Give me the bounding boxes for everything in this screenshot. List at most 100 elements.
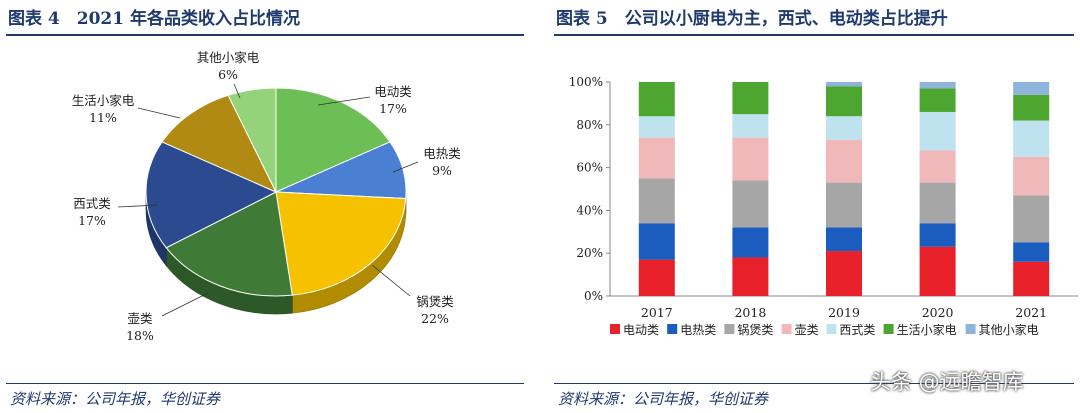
pie-label-name-7: 其他小家电: [197, 50, 260, 65]
bar-segment-2021-7: [1013, 82, 1050, 95]
bar-segment-2017-4: [638, 137, 675, 179]
pie-slice-6: [161, 94, 278, 194]
pie-slices: [145, 87, 407, 297]
left-figure-title: 图表 4 2021 年各品类收入占比情况: [8, 9, 300, 29]
bar-segment-2017-2: [638, 223, 675, 260]
legend-label-3: 锅煲类: [737, 322, 773, 337]
bar-segment-2017-3: [638, 178, 675, 224]
x-tick-label: 2017: [641, 305, 673, 320]
bar-segment-2021-4: [1013, 156, 1050, 196]
bar-segment-2019-1: [826, 251, 862, 296]
left-figure-panel: 图表 4 2021 年各品类收入占比情况 电动类 17% 电热类 9% 锅煲类 22% 壶类…: [0, 0, 530, 413]
chart-legend: 电动类 电热类 锅煲类 壶类 西式类 生活小家电 其他小家电: [610, 322, 1039, 337]
bar-segment-2021-3: [1013, 195, 1050, 243]
pie-leader-line-4: [161, 292, 209, 317]
bar-segment-2021-1: [1013, 261, 1050, 296]
pie-leader-line-6: [137, 107, 181, 119]
bar-segment-2017-5: [638, 116, 675, 138]
pie-labels: 电动类 17% 电热类 9% 锅煲类 22% 壶类 18% 西式类 17% 生活小家电 11% 其他小家…: [72, 50, 462, 343]
legend-label-5: 西式类: [839, 323, 875, 337]
pie-leader-line-2: [392, 161, 419, 173]
x-tick-label: 2021: [1015, 305, 1047, 320]
legend-swatch-5: [826, 324, 837, 334]
bar-segment-2020-4: [919, 150, 956, 183]
bar-segment-2020-6: [919, 88, 956, 112]
y-tick-label: 80%: [576, 118, 603, 132]
legend-label-2: 电热类: [680, 323, 716, 337]
right-figure-panel: 图表 5 公司以小厨电为主，西式、电动类占比提升 0% 20% 40% 60% 80% 1…: [548, 0, 1080, 413]
y-tick-label: 0%: [584, 289, 603, 303]
right-figure-title: 图表 5 公司以小厨电为主，西式、电动类占比提升: [556, 9, 948, 29]
pie-label-value-6: 11%: [89, 110, 117, 125]
pie-label-name-2: 电热类: [423, 146, 461, 161]
pie-label-value-2: 9%: [432, 163, 452, 178]
legend-label-1: 电动类: [623, 323, 659, 337]
watermark-text: 头条 @远瞻智库: [870, 370, 1024, 394]
bar-segment-2020-5: [919, 111, 956, 151]
bar-segment-2019-4: [826, 139, 862, 183]
bar-segment-2018-4: [732, 137, 769, 181]
pie-label-name-4: 壶类: [127, 311, 153, 326]
pie-label-value-4: 18%: [126, 328, 154, 343]
bar-segment-2021-6: [1013, 94, 1050, 121]
right-title-rule: [554, 34, 1074, 36]
stacked-bar-chart: 0% 20% 40% 60% 80% 100% 2017 2018 2019 2020 2021 电动…: [569, 75, 1078, 337]
pie-chart: 电动类 17% 电热类 9% 锅煲类 22% 壶类 18% 西式类 17% 生活小家电 11% 其他小家…: [72, 50, 462, 343]
legend-swatch-6: [883, 324, 894, 334]
pie-slice-1: [275, 87, 391, 193]
pie-slice-5: [145, 141, 278, 249]
bar-segment-2021-5: [1013, 120, 1050, 157]
pie-label-name-3: 锅煲类: [416, 294, 454, 309]
right-source-note: 资料来源：公司年报，华创证券: [558, 390, 769, 408]
y-tick-label: 20%: [576, 246, 603, 260]
legend-swatch-7: [965, 324, 976, 334]
legend-label-7: 其他小家电: [979, 322, 1039, 337]
y-axis-ticks: 0% 20% 40% 60% 80% 100%: [569, 75, 610, 303]
bar-segment-2019-5: [826, 116, 862, 140]
bar-segment-2020-1: [919, 246, 956, 296]
y-tick-label: 60%: [576, 161, 603, 175]
bar-segment-2018-2: [732, 227, 769, 258]
left-footer-rule: [6, 383, 524, 384]
pie-slice-4: [165, 191, 293, 297]
pie-label-value-3: 22%: [421, 311, 449, 326]
legend-swatch-4: [781, 324, 792, 334]
legend-swatch-3: [724, 324, 735, 334]
legend-swatch-1: [610, 324, 620, 334]
x-tick-label: 2019: [828, 305, 860, 320]
bar-segment-2019-6: [826, 86, 862, 117]
pie-label-value-7: 6%: [218, 67, 238, 82]
x-tick-label: 2018: [734, 305, 766, 320]
pie-label-name-5: 西式类: [73, 196, 111, 211]
bar-segment-2018-1: [732, 257, 769, 296]
bar-segment-2019-2: [826, 227, 862, 252]
pie-leader-line-5: [117, 204, 159, 208]
bar-segment-2018-6: [732, 82, 769, 115]
bars: [638, 82, 1050, 296]
pie-label-value-5: 17%: [78, 213, 106, 228]
pie-label-name-6: 生活小家电: [72, 93, 135, 108]
y-tick-label: 40%: [576, 203, 603, 217]
pie-slice-7: [227, 87, 277, 193]
right-footer-rule: [554, 383, 1074, 384]
bar-segment-2020-7: [919, 82, 956, 89]
x-tick-label: 2020: [922, 305, 954, 320]
bar-segment-2020-3: [919, 182, 956, 224]
pie-label-name-1: 电动类: [374, 84, 412, 99]
bar-segment-2020-2: [919, 223, 956, 247]
bar-segment-2021-2: [1013, 242, 1050, 262]
pie-slice-3: [275, 191, 407, 296]
y-tick-label: 100%: [569, 75, 603, 89]
bar-segment-2018-5: [732, 114, 769, 138]
bar-segment-2017-1: [638, 259, 675, 296]
left-title-rule: [6, 34, 524, 36]
bar-segment-2017-6: [638, 82, 675, 117]
bar-segment-2019-3: [826, 182, 862, 228]
legend-swatch-2: [667, 324, 678, 334]
pie-label-value-1: 17%: [379, 101, 407, 116]
pie-leader-line-7: [233, 83, 241, 99]
legend-label-6: 生活小家电: [897, 322, 957, 337]
pie-leader-line-1: [317, 96, 371, 106]
bar-segment-2019-7: [826, 82, 862, 87]
bar-segment-2018-3: [732, 180, 769, 228]
